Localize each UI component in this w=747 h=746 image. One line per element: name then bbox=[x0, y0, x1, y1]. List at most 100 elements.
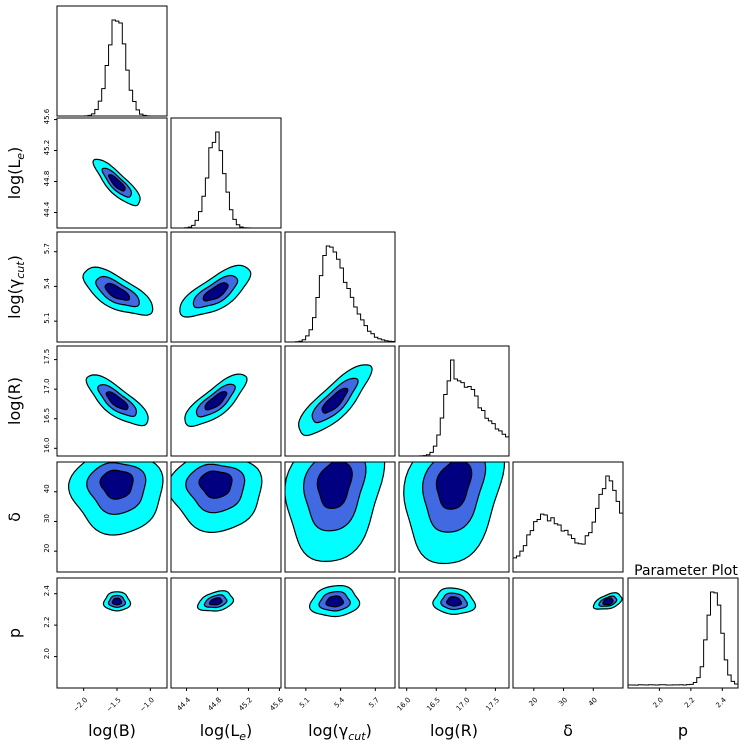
contour-delta-vs-log(B) bbox=[67, 462, 164, 536]
panel-delta-delta bbox=[513, 462, 623, 572]
x-tick-label: 20 bbox=[528, 696, 540, 708]
panel-frame bbox=[512, 461, 624, 573]
panel-frame bbox=[627, 577, 739, 689]
y-axis-label-p: p bbox=[5, 628, 24, 638]
histogram-delta bbox=[513, 475, 623, 572]
contour-log(Le)-vs-log(B) bbox=[92, 158, 141, 207]
contour-log(gamma_cut)-vs-log(Le) bbox=[179, 264, 252, 318]
contour-delta-vs-log(R) bbox=[403, 462, 506, 565]
panel-log(Le)-log(Le) bbox=[171, 118, 281, 228]
x-tick-label: 17.0 bbox=[455, 696, 472, 713]
inner-contour bbox=[107, 174, 126, 192]
panel-frame bbox=[56, 345, 168, 457]
y-tick-label: 44.4 bbox=[43, 201, 51, 217]
contour-log(R)-vs-log(Le) bbox=[184, 373, 248, 428]
panel-frame bbox=[56, 231, 168, 343]
x-axis-label-log(R): log(R) bbox=[430, 721, 478, 740]
y-tick-label: 44.8 bbox=[43, 171, 51, 187]
inner-contour bbox=[204, 391, 228, 411]
panel-delta-log(gamma_cut) bbox=[285, 462, 395, 572]
inner-contour bbox=[435, 462, 473, 510]
panel-log(gamma_cut)-log(B) bbox=[57, 232, 167, 342]
x-tick-label: 2.2 bbox=[683, 696, 697, 710]
x-tick-label: −1.0 bbox=[138, 696, 156, 714]
y-tick-label: 5.7 bbox=[43, 243, 51, 254]
panel-delta-log(B) bbox=[57, 462, 167, 572]
y-tick-label: 20 bbox=[43, 544, 51, 553]
x-tick-label: 5.4 bbox=[333, 696, 347, 710]
x-tick-label: −1.5 bbox=[105, 696, 123, 714]
y-tick-label: 45.2 bbox=[43, 140, 51, 156]
inner-contour bbox=[208, 597, 223, 606]
y-tick-label: 2.0 bbox=[43, 648, 51, 659]
y-tick-label: 2.2 bbox=[43, 617, 51, 628]
inner-contour bbox=[325, 595, 345, 608]
panel-frame bbox=[56, 5, 168, 117]
panel-log(gamma_cut)-log(gamma_cut) bbox=[285, 232, 395, 342]
contour-p-vs-log(R) bbox=[432, 587, 477, 615]
y-axis-label-delta: δ bbox=[5, 512, 24, 522]
panel-log(R)-log(R) bbox=[399, 346, 509, 456]
inner-contour bbox=[321, 387, 349, 414]
inner-contour bbox=[602, 597, 614, 606]
y-tick-label: 17.0 bbox=[43, 378, 51, 394]
x-tick-label: 5.1 bbox=[298, 696, 312, 710]
panel-p-log(B) bbox=[57, 578, 167, 688]
x-axis-label-log(Le): log(Le) bbox=[200, 721, 253, 743]
inner-contour bbox=[111, 597, 123, 606]
y-axis-label-log(gamma_cut): log(γcut) bbox=[5, 255, 27, 319]
panel-frame bbox=[284, 345, 396, 457]
y-tick-label: 16.5 bbox=[43, 408, 51, 424]
panel-frame bbox=[398, 461, 510, 573]
y-tick-label: 45.6 bbox=[43, 108, 51, 124]
panel-p-p bbox=[628, 578, 738, 688]
panel-log(R)-log(gamma_cut) bbox=[285, 346, 395, 456]
x-tick-label: 17.5 bbox=[484, 696, 501, 713]
contour-p-vs-delta bbox=[592, 592, 623, 610]
x-axis-label-p: p bbox=[678, 721, 688, 740]
panel-frame bbox=[56, 577, 168, 689]
y-tick-label: 5.1 bbox=[43, 313, 51, 324]
x-tick-label: 45.2 bbox=[237, 696, 254, 713]
contour-log(R)-vs-log(gamma_cut) bbox=[297, 364, 373, 437]
x-tick-label: 44.8 bbox=[206, 696, 223, 713]
panel-p-log(R) bbox=[399, 578, 509, 688]
panel-frame bbox=[170, 577, 282, 689]
chart-title: Parameter Plot bbox=[634, 563, 738, 579]
y-tick-label: 17.5 bbox=[43, 349, 51, 365]
y-tick-label: 16.0 bbox=[43, 438, 51, 454]
panel-delta-log(Le) bbox=[171, 462, 281, 572]
y-tick-label: 5.4 bbox=[43, 277, 51, 289]
panel-delta-log(R) bbox=[399, 462, 509, 572]
x-axis-label-log(B): log(B) bbox=[88, 721, 136, 740]
x-tick-label: 16.5 bbox=[425, 696, 442, 713]
y-axis-label-log(R): log(R) bbox=[5, 377, 24, 425]
panel-log(B)-log(B) bbox=[57, 6, 167, 116]
x-tick-label: 5.7 bbox=[367, 696, 381, 710]
panel-frame bbox=[56, 461, 168, 573]
inner-contour bbox=[198, 470, 233, 499]
histogram-log(gamma_cut) bbox=[285, 245, 395, 342]
inner-contour bbox=[99, 469, 134, 500]
contour-delta-vs-log(Le) bbox=[171, 462, 263, 534]
contour-delta-vs-log(gamma_cut) bbox=[285, 462, 386, 563]
inner-contour bbox=[316, 462, 353, 510]
panel-log(R)-log(B) bbox=[57, 346, 167, 456]
x-tick-label: 30 bbox=[557, 696, 569, 708]
panel-frame bbox=[398, 577, 510, 689]
x-tick-label: 2.4 bbox=[714, 696, 728, 710]
panel-frame bbox=[170, 231, 282, 343]
histogram-p bbox=[628, 591, 738, 688]
panel-frame bbox=[512, 577, 624, 689]
panel-frame bbox=[284, 461, 396, 573]
inner-contour bbox=[105, 391, 129, 411]
panel-p-delta bbox=[513, 578, 623, 688]
y-tick-label: 40 bbox=[43, 484, 51, 493]
x-tick-label: 45.6 bbox=[268, 696, 285, 713]
inner-contour bbox=[202, 282, 229, 302]
panel-frame bbox=[284, 577, 396, 689]
panel-p-log(gamma_cut) bbox=[285, 578, 395, 688]
panel-frame bbox=[170, 345, 282, 457]
